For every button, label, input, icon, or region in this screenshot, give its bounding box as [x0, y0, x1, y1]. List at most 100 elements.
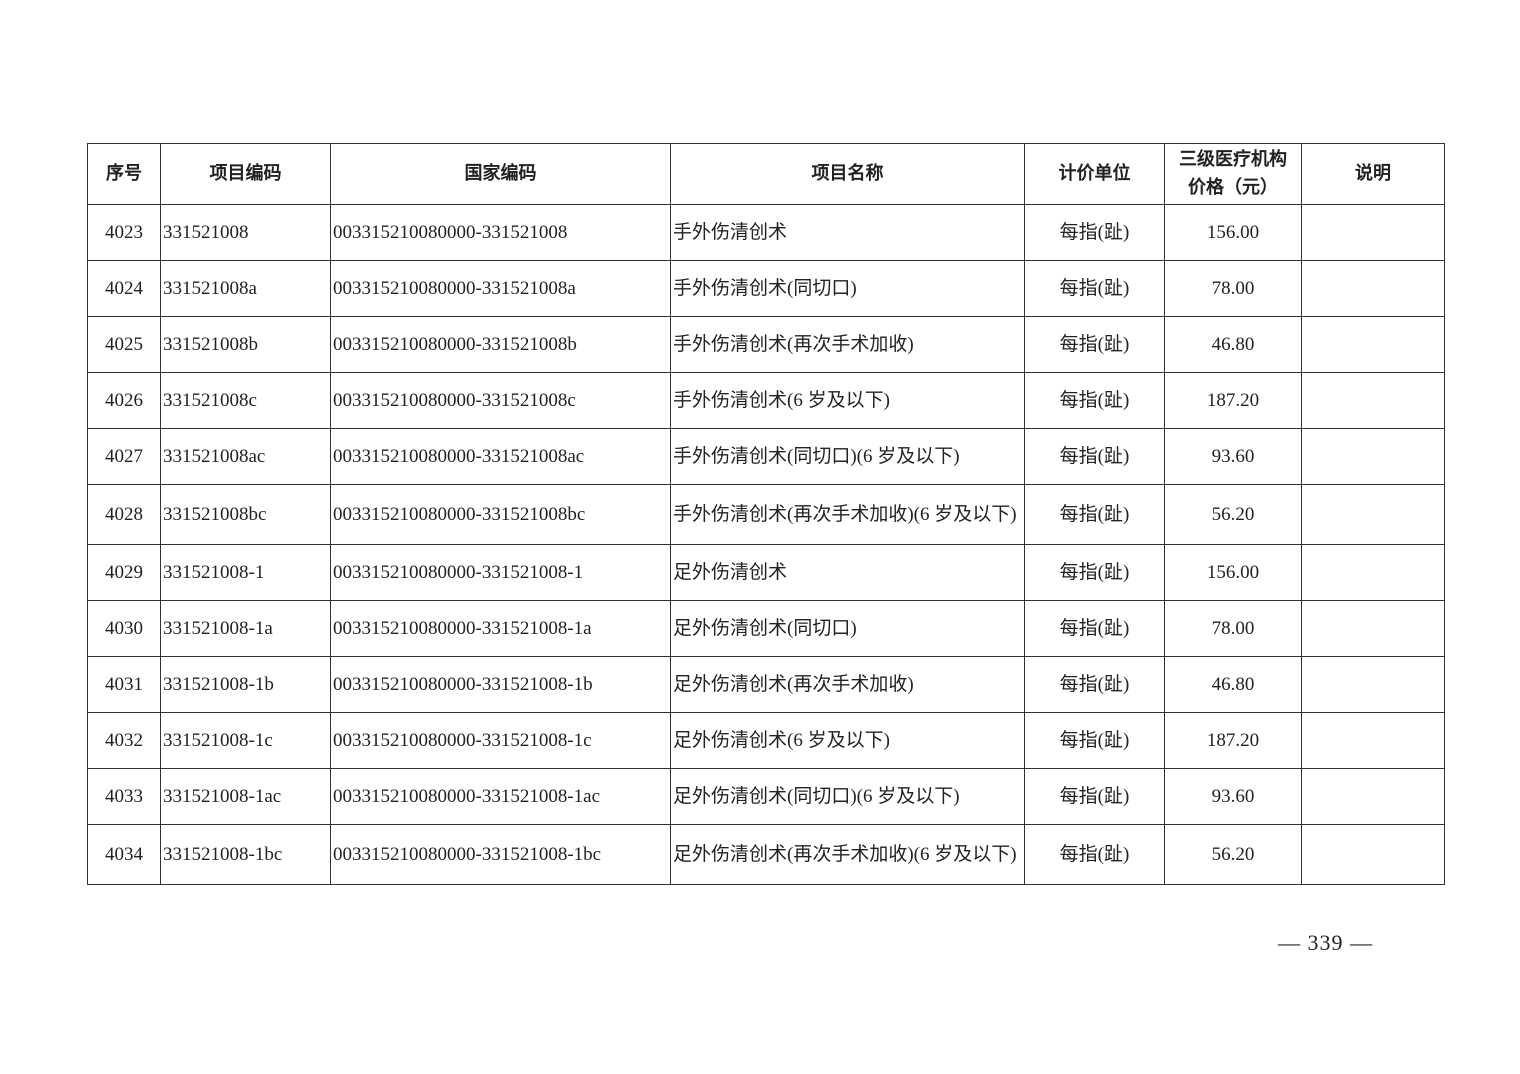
- cell-name: 手外伤清创术(同切口)(6 岁及以下): [670, 428, 1025, 485]
- table-row: 4023 331521008 003315210080000-331521008 手外…: [87, 204, 1445, 261]
- cell-code: 331521008-1bc: [160, 824, 331, 885]
- cell-price: 93.60: [1164, 428, 1302, 485]
- table-row: 4024 331521008a 003315210080000-331521008a…: [87, 260, 1445, 317]
- cell-note: [1301, 260, 1445, 317]
- table-row: 4034 331521008-1bc 003315210080000-3315210…: [87, 824, 1445, 885]
- cell-name: 足外伤清创术(再次手术加收): [670, 656, 1025, 713]
- cell-name: 手外伤清创术: [670, 204, 1025, 261]
- cell-national: 003315210080000-331521008a: [330, 260, 671, 317]
- cell-note: [1301, 428, 1445, 485]
- cell-unit: 每指(趾): [1024, 712, 1165, 769]
- cell-code: 331521008b: [160, 316, 331, 373]
- cell-no: 4031: [87, 656, 161, 713]
- cell-price: 56.20: [1164, 824, 1302, 885]
- cell-no: 4032: [87, 712, 161, 769]
- cell-national: 003315210080000-331521008ac: [330, 428, 671, 485]
- header-price-line2: 价格（元）: [1188, 177, 1278, 198]
- cell-note: [1301, 372, 1445, 429]
- table-row: 4029 331521008-1 003315210080000-331521008…: [87, 544, 1445, 601]
- cell-no: 4024: [87, 260, 161, 317]
- cell-unit: 每指(趾): [1024, 260, 1165, 317]
- cell-note: [1301, 544, 1445, 601]
- cell-national: 003315210080000-331521008b: [330, 316, 671, 373]
- cell-national: 003315210080000-331521008: [330, 204, 671, 261]
- cell-code: 331521008: [160, 204, 331, 261]
- table-row: 4025 331521008b 003315210080000-331521008b…: [87, 316, 1445, 373]
- cell-price: 156.00: [1164, 544, 1302, 601]
- cell-no: 4033: [87, 768, 161, 825]
- cell-no: 4034: [87, 824, 161, 885]
- cell-no: 4030: [87, 600, 161, 657]
- header-code: 项目编码: [160, 143, 331, 205]
- cell-price: 46.80: [1164, 316, 1302, 373]
- cell-price: 46.80: [1164, 656, 1302, 713]
- cell-unit: 每指(趾): [1024, 484, 1165, 545]
- table-row: 4030 331521008-1a 003315210080000-33152100…: [87, 600, 1445, 657]
- cell-no: 4026: [87, 372, 161, 429]
- cell-price: 56.20: [1164, 484, 1302, 545]
- cell-note: [1301, 484, 1445, 545]
- cell-unit: 每指(趾): [1024, 316, 1165, 373]
- table-row: 4028 331521008bc 003315210080000-331521008…: [87, 484, 1445, 545]
- cell-note: [1301, 824, 1445, 885]
- cell-no: 4028: [87, 484, 161, 545]
- cell-code: 331521008-1b: [160, 656, 331, 713]
- cell-code: 331521008-1: [160, 544, 331, 601]
- cell-unit: 每指(趾): [1024, 372, 1165, 429]
- table-row: 4026 331521008c 003315210080000-331521008c…: [87, 372, 1445, 429]
- cell-national: 003315210080000-331521008bc: [330, 484, 671, 545]
- cell-note: [1301, 768, 1445, 825]
- cell-name: 手外伤清创术(再次手术加收): [670, 316, 1025, 373]
- cell-no: 4023: [87, 204, 161, 261]
- header-price: 三级医疗机构 价格（元）: [1164, 143, 1302, 205]
- cell-note: [1301, 316, 1445, 373]
- cell-code: 331521008ac: [160, 428, 331, 485]
- table-row: 4032 331521008-1c 003315210080000-33152100…: [87, 712, 1445, 769]
- cell-name: 足外伤清创术(同切口): [670, 600, 1025, 657]
- cell-national: 003315210080000-331521008-1: [330, 544, 671, 601]
- cell-name: 手外伤清创术(同切口): [670, 260, 1025, 317]
- cell-no: 4025: [87, 316, 161, 373]
- cell-unit: 每指(趾): [1024, 656, 1165, 713]
- table-row: 4027 331521008ac 003315210080000-331521008…: [87, 428, 1445, 485]
- header-national-code: 国家编码: [330, 143, 671, 205]
- cell-code: 331521008-1a: [160, 600, 331, 657]
- cell-no: 4029: [87, 544, 161, 601]
- header-name: 项目名称: [670, 143, 1025, 205]
- cell-code: 331521008-1c: [160, 712, 331, 769]
- header-unit: 计价单位: [1024, 143, 1165, 205]
- cell-national: 003315210080000-331521008-1ac: [330, 768, 671, 825]
- cell-note: [1301, 600, 1445, 657]
- header-no: 序号: [87, 143, 161, 205]
- table-row: 4033 331521008-1ac 003315210080000-3315210…: [87, 768, 1445, 825]
- cell-price: 78.00: [1164, 260, 1302, 317]
- cell-name: 手外伤清创术(6 岁及以下): [670, 372, 1025, 429]
- cell-unit: 每指(趾): [1024, 600, 1165, 657]
- cell-code: 331521008-1ac: [160, 768, 331, 825]
- cell-national: 003315210080000-331521008-1b: [330, 656, 671, 713]
- cell-price: 156.00: [1164, 204, 1302, 261]
- cell-unit: 每指(趾): [1024, 544, 1165, 601]
- cell-name: 手外伤清创术(再次手术加收)(6 岁及以下): [670, 484, 1025, 545]
- cell-price: 78.00: [1164, 600, 1302, 657]
- cell-code: 331521008c: [160, 372, 331, 429]
- cell-price: 93.60: [1164, 768, 1302, 825]
- header-price-line1: 三级医疗机构: [1179, 149, 1287, 170]
- cell-unit: 每指(趾): [1024, 768, 1165, 825]
- cell-name: 足外伤清创术(再次手术加收)(6 岁及以下): [670, 824, 1025, 885]
- cell-unit: 每指(趾): [1024, 824, 1165, 885]
- cell-national: 003315210080000-331521008-1a: [330, 600, 671, 657]
- cell-code: 331521008bc: [160, 484, 331, 545]
- cell-no: 4027: [87, 428, 161, 485]
- cell-note: [1301, 204, 1445, 261]
- cell-name: 足外伤清创术: [670, 544, 1025, 601]
- cell-note: [1301, 712, 1445, 769]
- cell-name: 足外伤清创术(同切口)(6 岁及以下): [670, 768, 1025, 825]
- cell-name: 足外伤清创术(6 岁及以下): [670, 712, 1025, 769]
- table-row: 4031 331521008-1b 003315210080000-33152100…: [87, 656, 1445, 713]
- cell-national: 003315210080000-331521008-1bc: [330, 824, 671, 885]
- cell-unit: 每指(趾): [1024, 428, 1165, 485]
- cell-note: [1301, 656, 1445, 713]
- cell-price: 187.20: [1164, 712, 1302, 769]
- price-table: 序号 项目编码 国家编码 项目名称 计价单位 三级医疗机构 价格（元） 说明 40…: [87, 143, 1445, 885]
